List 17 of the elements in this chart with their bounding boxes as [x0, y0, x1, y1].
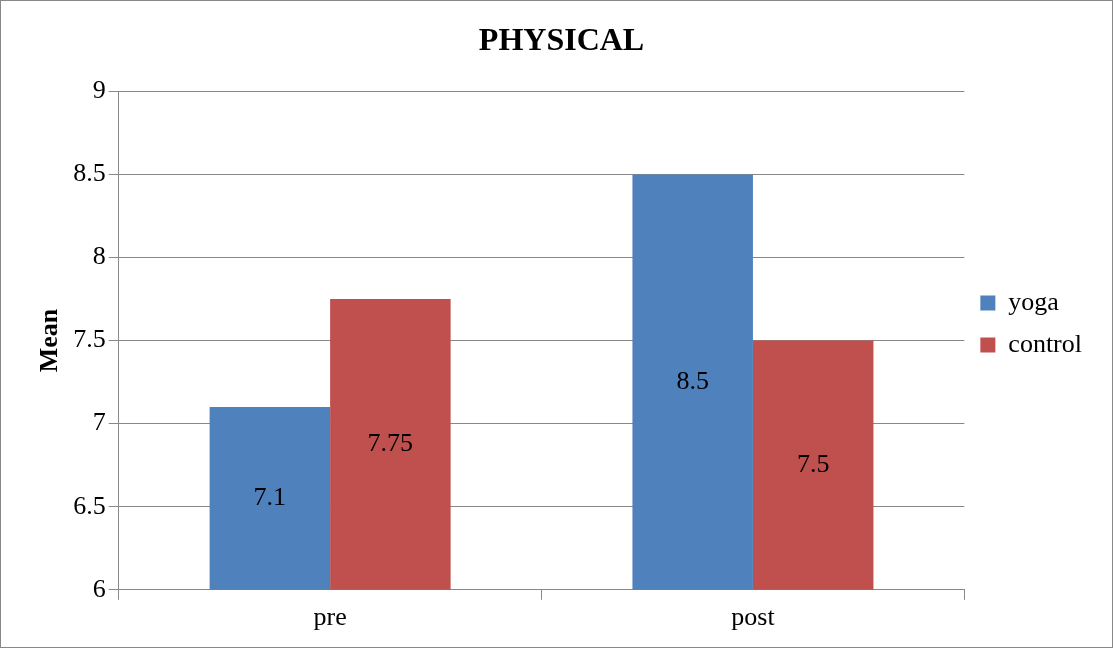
- x-tick-label: post: [731, 602, 776, 632]
- legend-label: yoga: [1008, 286, 1060, 316]
- legend-label: control: [1008, 328, 1083, 358]
- y-tick-label: 7: [92, 407, 106, 437]
- x-tick-label: pre: [313, 602, 347, 632]
- y-tick-label: 7.5: [73, 324, 106, 354]
- y-tick-label: 8: [92, 241, 106, 271]
- y-tick-label: 6.5: [73, 490, 106, 520]
- data-label: 7.75: [367, 428, 414, 458]
- y-tick-label: 6: [92, 573, 106, 603]
- y-tick-label: 8.5: [73, 158, 106, 188]
- y-axis-title: Mean: [34, 308, 64, 373]
- data-label: 7.1: [253, 482, 287, 512]
- data-label: 7.5: [796, 449, 830, 479]
- data-label: 8.5: [676, 365, 709, 395]
- chart-title: PHYSICAL: [478, 21, 645, 58]
- y-tick-label: 9: [92, 75, 106, 105]
